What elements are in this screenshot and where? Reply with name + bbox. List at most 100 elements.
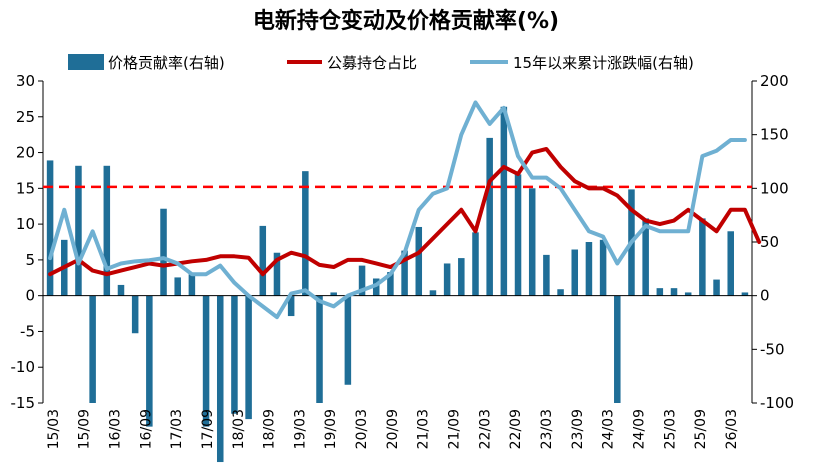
contribution-bar <box>146 295 153 427</box>
x-axis-tick-label: 15/03 <box>46 409 62 449</box>
contribution-bar <box>245 295 252 420</box>
contribution-bar <box>614 295 621 403</box>
contribution-bar <box>372 278 380 296</box>
x-axis-tick-label: 24/03 <box>601 409 617 449</box>
x-axis-tick-label: 23/09 <box>570 409 586 449</box>
left-axis-tick-label: -15 <box>11 394 36 412</box>
contribution-bar <box>216 295 224 463</box>
contribution-bar <box>401 250 408 296</box>
contribution-bar <box>103 165 111 296</box>
x-axis-tick-label: 15/09 <box>77 409 93 449</box>
x-axis-tick-label: 19/03 <box>292 409 308 449</box>
contribution-bar <box>599 239 607 296</box>
legend-label-holding: 公募持仓占比 <box>327 54 417 72</box>
contribution-bar <box>458 258 465 296</box>
contribution-bar <box>571 249 579 296</box>
x-axis-tick-label: 21/03 <box>416 409 432 449</box>
x-axis-tick-label: 16/09 <box>138 409 154 449</box>
right-axis-tick-label: 50 <box>760 233 779 251</box>
x-axis-tick-label: 26/03 <box>724 409 740 449</box>
right-axis-tick-label: 150 <box>760 126 789 144</box>
contribution-bar <box>670 288 678 296</box>
right-axis-tick-label: -100 <box>760 394 794 412</box>
x-axis-tick-label: 17/09 <box>200 409 216 449</box>
left-axis-tick-label: 25 <box>16 108 35 126</box>
contribution-bar <box>472 232 479 296</box>
contribution-bar <box>557 289 564 296</box>
contribution-bar <box>46 160 54 296</box>
contribution-bar <box>302 171 309 296</box>
contribution-bar <box>202 295 210 427</box>
x-axis-tick-label: 24/09 <box>631 409 647 449</box>
x-axis-ticks: 15/03 15/09 16/03 16/09 17/03 17/09 18/03 18/09… <box>46 409 740 449</box>
contribution-bar <box>656 288 664 296</box>
x-axis-tick-label: 22/09 <box>508 409 524 449</box>
contribution-bar <box>387 272 394 296</box>
x-axis-tick-label: 20/09 <box>385 409 401 449</box>
holding-ratio-line <box>48 146 762 277</box>
x-axis-tick-label: 23/03 <box>539 409 555 449</box>
contribution-bar <box>415 226 423 296</box>
left-axis-tick-label: 5 <box>25 251 35 269</box>
left-axis-tick-label: 15 <box>16 179 35 197</box>
x-axis-tick-label: 18/03 <box>231 409 247 449</box>
contribution-bar <box>316 295 323 403</box>
contribution-bar <box>684 292 692 296</box>
x-axis-tick-label: 17/03 <box>169 409 185 449</box>
contribution-bar <box>514 174 522 296</box>
legend-label-cumulative: 15年以来累计涨跌幅(右轴) <box>513 54 694 72</box>
left-axis-tick-label: 10 <box>16 215 35 233</box>
contribution-bar <box>543 254 550 296</box>
cumulative-return-line <box>48 100 747 320</box>
legend: 价格贡献率(右轴) 公募持仓占比 15年以来累计涨跌幅(右轴) <box>68 54 694 72</box>
contribution-bar <box>713 279 720 296</box>
left-axis-tick-label: 0 <box>25 287 35 305</box>
contribution-bar <box>344 295 352 385</box>
x-axis-tick-label: 22/03 <box>477 409 493 449</box>
contribution-bar <box>642 218 649 296</box>
x-axis-tick-label: 20/03 <box>354 409 370 449</box>
contribution-bar <box>741 292 749 296</box>
contribution-bar <box>727 231 734 296</box>
chart-title: 电新持仓变动及价格贡献率(%) <box>253 8 559 34</box>
right-axis: -100 -50 0 50 100 150 200 <box>751 72 794 412</box>
legend-swatch-bar <box>68 54 104 70</box>
left-axis-tick-label: -10 <box>11 358 36 376</box>
x-axis-tick-label: 16/03 <box>107 409 123 449</box>
contribution-bar <box>231 295 238 414</box>
contribution-bar <box>585 242 593 296</box>
left-axis-tick-label: 30 <box>16 72 35 90</box>
contribution-bar <box>287 295 295 317</box>
x-axis-tick-label: 18/09 <box>262 409 278 449</box>
contribution-bar <box>358 265 366 296</box>
contribution-bar <box>174 277 181 296</box>
contribution-bar <box>699 218 706 296</box>
contribution-bar <box>429 290 437 296</box>
x-axis-tick-label: 25/03 <box>662 409 678 449</box>
contribution-bar <box>443 263 451 296</box>
contribution-bar <box>188 274 196 296</box>
x-axis-tick-label: 19/09 <box>323 409 339 449</box>
right-axis-tick-label: 0 <box>760 287 770 305</box>
right-axis-tick-label: -50 <box>760 340 785 358</box>
left-axis-tick-label: -5 <box>20 322 35 340</box>
contribution-bar <box>330 292 337 296</box>
legend-label-bar: 价格贡献率(右轴) <box>108 54 225 72</box>
contribution-bar <box>117 284 125 296</box>
bar-series <box>46 106 749 463</box>
left-axis-tick-label: 20 <box>16 144 35 162</box>
contribution-bar <box>528 188 536 296</box>
contribution-bar <box>160 208 167 296</box>
contribution-bar <box>131 295 139 334</box>
contribution-bar <box>273 252 281 296</box>
left-axis: -15 -10 -5 0 5 10 15 20 25 30 <box>11 72 44 412</box>
right-axis-tick-label: 200 <box>760 72 789 90</box>
contribution-bar <box>500 106 508 296</box>
contribution-bar <box>89 295 96 403</box>
contribution-bar <box>75 165 82 296</box>
contribution-bar <box>486 137 493 296</box>
x-axis-tick-label: 21/09 <box>447 409 463 449</box>
contribution-bar <box>259 225 267 296</box>
x-axis-tick-label: 25/09 <box>693 409 709 449</box>
